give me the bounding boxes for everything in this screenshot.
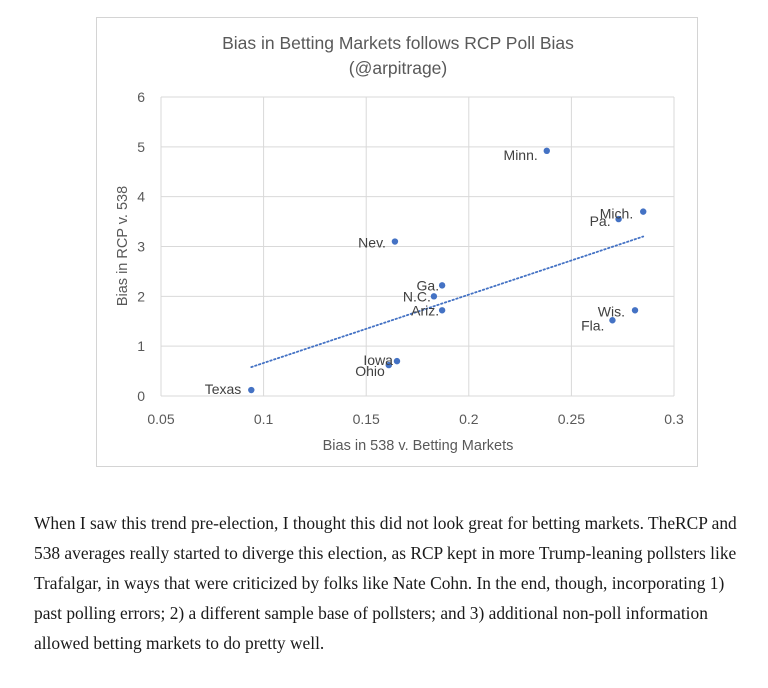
data-points xyxy=(248,147,647,394)
x-axis-label: Bias in 538 v. Betting Markets xyxy=(323,438,514,454)
data-point xyxy=(543,147,550,155)
point-label: N.C. xyxy=(403,288,431,304)
trendline xyxy=(250,235,645,368)
data-point xyxy=(393,357,401,365)
y-tick-label: 6 xyxy=(137,89,145,105)
chart-subtitle: (@arpitrage) xyxy=(349,58,448,78)
data-point xyxy=(609,317,616,324)
data-point xyxy=(430,293,438,300)
data-point xyxy=(615,215,622,223)
data-point xyxy=(438,282,446,289)
data-point xyxy=(631,307,639,314)
scatter-chart: Bias in Betting Markets follows RCP Poll… xyxy=(115,33,684,454)
y-tick-label: 3 xyxy=(137,239,145,255)
caption-paragraph: When I saw this trend pre-election, I th… xyxy=(34,513,737,653)
point-label: Ga. xyxy=(417,277,440,293)
y-tick-label: 5 xyxy=(137,139,145,155)
y-tick-labels: 0 1 2 3 4 5 6 xyxy=(137,89,145,404)
x-tick-label: 0.2 xyxy=(459,411,479,427)
data-point xyxy=(438,307,446,314)
point-label: Iowa xyxy=(363,352,393,368)
x-tick-label: 0.15 xyxy=(353,411,380,427)
point-label: Fla. xyxy=(581,317,604,333)
x-tick-labels: 0.05 0.1 0.15 0.2 0.25 0.3 xyxy=(147,411,684,427)
point-label: Nev. xyxy=(358,235,386,251)
data-point xyxy=(248,386,255,394)
point-label: Minn. xyxy=(504,147,538,163)
point-label: Mich. xyxy=(600,206,633,222)
chart-title: Bias in Betting Markets follows RCP Poll… xyxy=(222,33,574,53)
x-tick-label: 0.25 xyxy=(558,411,585,427)
x-tick-label: 0.1 xyxy=(254,411,274,427)
data-point xyxy=(640,208,647,215)
point-label: Ohio xyxy=(355,363,385,379)
point-label: Ariz. xyxy=(411,302,439,318)
chart-frame: Bias in Betting Markets follows RCP Poll… xyxy=(96,17,698,467)
x-tick-label: 0.05 xyxy=(147,411,174,427)
y-tick-label: 2 xyxy=(137,288,145,304)
grid-lines xyxy=(160,96,675,397)
data-point xyxy=(391,238,399,245)
data-point xyxy=(385,361,392,369)
point-label: Pa. xyxy=(590,213,611,229)
point-label: Texas xyxy=(205,381,242,397)
point-label: Wis. xyxy=(598,303,625,319)
y-axis-label: Bias in RCP v. 538 xyxy=(115,186,131,306)
y-tick-label: 4 xyxy=(137,189,145,205)
y-tick-label: 0 xyxy=(137,388,145,404)
x-tick-label: 0.3 xyxy=(664,411,684,427)
y-tick-label: 1 xyxy=(137,338,145,354)
